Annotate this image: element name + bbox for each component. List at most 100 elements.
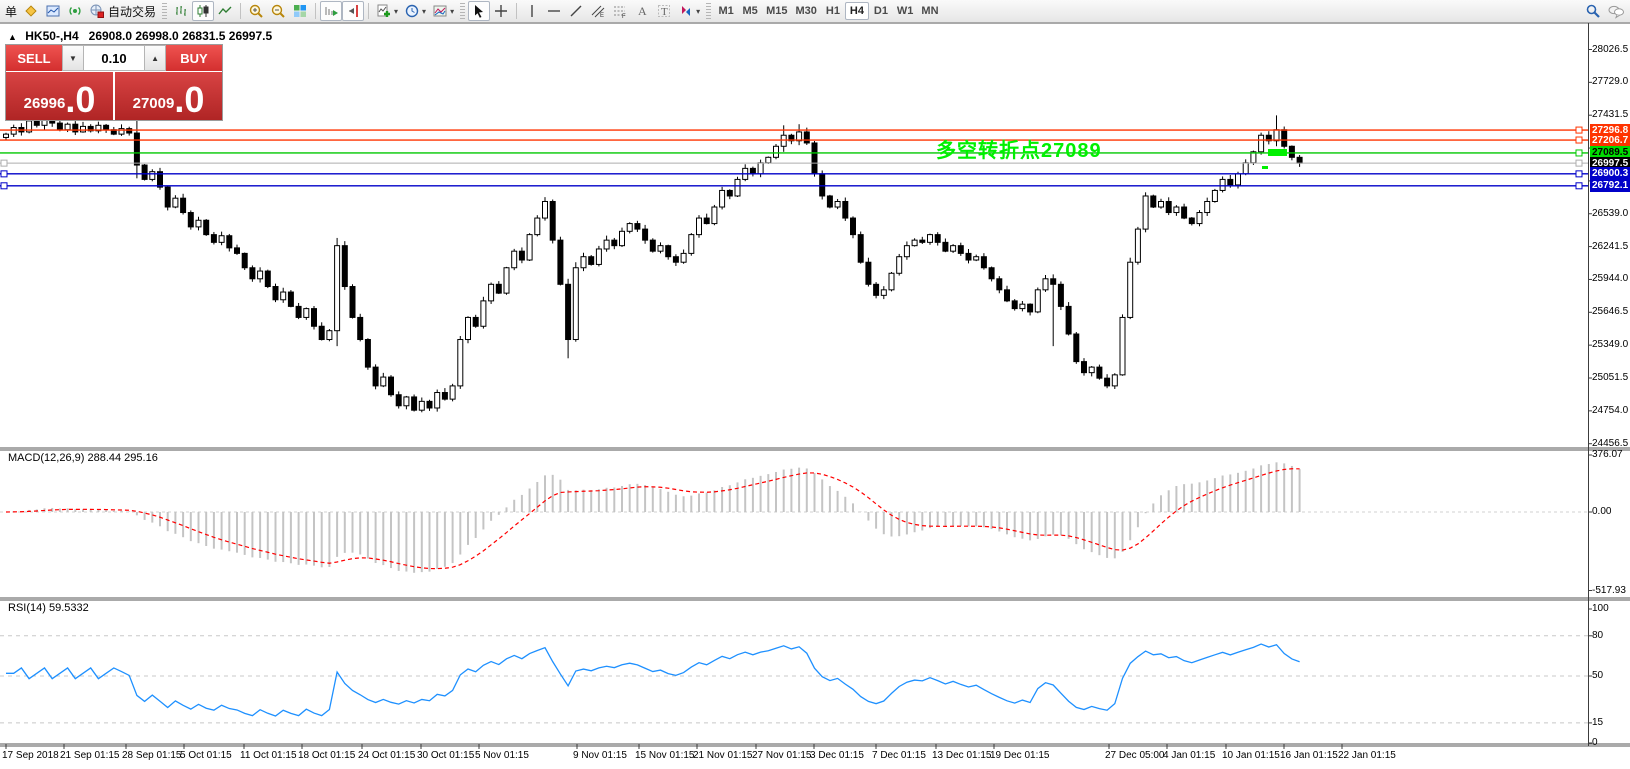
time-label-27-Nov-01-15: 27 Nov 01:15 xyxy=(752,750,812,761)
text-icon: A xyxy=(638,4,647,18)
clock-icon xyxy=(405,4,419,18)
chat-icon xyxy=(1608,5,1624,19)
crosshair-icon xyxy=(495,5,508,17)
time-label-16-Jan-01-15: 16 Jan 01:15 xyxy=(1280,750,1338,761)
timeframe-button-M15[interactable]: M15 xyxy=(762,2,791,20)
text-label-icon: T xyxy=(658,5,671,18)
trendline-tool-button[interactable] xyxy=(565,1,587,21)
rsi-label: RSI(14) 59.5332 xyxy=(8,602,89,614)
timeframe-button-D1[interactable]: D1 xyxy=(869,2,893,20)
toolbar-separator xyxy=(368,3,370,19)
bar-chart-button[interactable] xyxy=(170,1,192,21)
autotrading-button[interactable]: 自动交易 xyxy=(86,1,159,21)
current-price-tag-26997.5[interactable]: 26997.5 xyxy=(1590,156,1630,170)
rsi-tick-50: 50 xyxy=(1592,670,1604,681)
horizontal-line-tool-button[interactable] xyxy=(543,1,565,21)
charts-window-button[interactable] xyxy=(42,1,64,21)
timeframe-button-MN[interactable]: MN xyxy=(917,2,942,20)
text-tool-button[interactable]: A xyxy=(631,1,653,21)
candlestick-chart-icon xyxy=(197,5,209,17)
price-tick-28026.5: 28026.5 xyxy=(1592,43,1629,55)
chevron-down-icon: ▾ xyxy=(450,6,455,16)
timeframe-button-M5[interactable]: M5 xyxy=(738,2,762,20)
level-price-tag-26792.1[interactable]: 26792.1 xyxy=(1590,179,1630,193)
svg-text:T: T xyxy=(661,6,668,18)
toolbar-separator xyxy=(315,3,317,19)
channel-icon: E xyxy=(591,5,605,19)
buy-price-display[interactable]: 27009 .0 xyxy=(115,72,222,120)
line-chart-button[interactable] xyxy=(214,1,236,21)
macd-tick--517.93: -517.93 xyxy=(1592,584,1626,596)
time-label-19-Dec-01-15: 19 Dec 01:15 xyxy=(990,750,1050,761)
vertical-line-icon xyxy=(531,5,533,17)
level-price-tag-26900.3[interactable]: 26900.3 xyxy=(1590,167,1630,181)
volume-increase-button[interactable]: ▲ xyxy=(144,45,166,71)
fibonacci-icon: F xyxy=(614,6,626,19)
crosshair-tool-button[interactable] xyxy=(490,1,512,21)
fibonacci-tool-button[interactable]: F xyxy=(609,1,631,21)
periods-button[interactable]: ▾ xyxy=(401,1,429,21)
market-watch-button[interactable] xyxy=(64,1,86,21)
text-label-tool-button[interactable]: T xyxy=(653,1,675,21)
cursor-tool-button[interactable] xyxy=(468,1,491,21)
sell-price-display[interactable]: 26996 .0 xyxy=(6,72,113,120)
trendline-icon xyxy=(570,5,582,17)
charts-window-icon xyxy=(46,5,60,17)
chevron-down-icon: ▾ xyxy=(696,6,701,16)
zoom-out-button[interactable] xyxy=(267,1,289,21)
template-button[interactable]: ▾ xyxy=(429,1,457,21)
chart-annotation-text[interactable]: 多空转折点27089 xyxy=(936,140,1102,162)
equidistant-channel-tool-button[interactable]: E xyxy=(587,1,609,21)
time-label-30-Oct-01-15: 30 Oct 01:15 xyxy=(417,750,475,761)
chat-button[interactable] xyxy=(1604,1,1628,21)
macd-tick-0.00: 0.00 xyxy=(1592,506,1612,517)
vertical-line-tool-button[interactable] xyxy=(521,1,543,21)
arrows-tool-button[interactable]: ▾ xyxy=(675,1,703,21)
level-price-tag-27089.5[interactable]: 27089.5 xyxy=(1590,146,1630,160)
arrows-icon xyxy=(682,6,691,16)
chart-canvas[interactable] xyxy=(0,23,1630,769)
chart-shift-button[interactable] xyxy=(342,1,365,21)
buy-button[interactable]: BUY xyxy=(166,45,222,71)
level-price-tag-27296.8[interactable]: 27296.8 xyxy=(1590,123,1630,137)
time-label-15-Nov-01-15: 15 Nov 01:15 xyxy=(635,750,695,761)
timeframe-button-H1[interactable]: H1 xyxy=(821,2,845,20)
search-button[interactable] xyxy=(1582,1,1604,21)
toolbar-separator xyxy=(516,3,518,19)
buy-price-frac: .0 xyxy=(174,79,205,120)
timeframe-button-M30[interactable]: M30 xyxy=(792,2,821,20)
svg-text:E: E xyxy=(600,13,604,19)
macd-tick-376.07: 376.07 xyxy=(1592,449,1623,460)
one-click-trading-panel: SELL ▼ 0.10 ▲ BUY 26996 .0 27009 .0 xyxy=(5,44,223,121)
rsi-tick-80: 80 xyxy=(1592,629,1604,641)
chart-title: ▲ HK50-,H4 26908.0 26998.0 26831.5 26997… xyxy=(8,29,272,43)
time-label-13-Dec-01-15: 13 Dec 01:15 xyxy=(932,750,992,761)
candlestick-chart-button[interactable] xyxy=(192,1,215,21)
time-label-18-Oct-01-15: 18 Oct 01:15 xyxy=(298,750,356,761)
level-price-tag-27206.7[interactable]: 27206.7 xyxy=(1590,133,1630,147)
new-order-button[interactable] xyxy=(20,1,42,21)
zoom-out-icon xyxy=(271,4,285,18)
auto-scroll-button[interactable] xyxy=(320,1,343,21)
tile-windows-button[interactable] xyxy=(289,1,311,21)
new-chart-button[interactable]: ▾ xyxy=(373,1,401,21)
timeframe-button-M1[interactable]: M1 xyxy=(714,2,738,20)
new-order-label[interactable]: 单 xyxy=(5,4,18,19)
zoom-in-button[interactable] xyxy=(245,1,267,21)
horizontal-line-icon xyxy=(548,10,561,12)
timeframe-button-W1[interactable]: W1 xyxy=(893,2,918,20)
chart-shift-icon xyxy=(349,5,358,17)
volume-decrease-button[interactable]: ▼ xyxy=(62,45,84,71)
price-tick-24754.0: 24754.0 xyxy=(1592,404,1629,416)
bar-chart-icon xyxy=(176,6,187,16)
sell-button[interactable]: SELL xyxy=(6,45,62,71)
rsi-tick-100: 100 xyxy=(1592,603,1609,614)
volume-input[interactable]: 0.10 xyxy=(83,45,145,71)
time-label-10-Jan-01-15: 10 Jan 01:15 xyxy=(1222,750,1280,761)
toolbar-grip xyxy=(706,3,712,19)
collapse-triangle-icon[interactable]: ▲ xyxy=(8,32,17,42)
sell-price-int: 26996 xyxy=(23,95,66,112)
timeframe-button-H4[interactable]: H4 xyxy=(844,2,869,20)
svg-text:A: A xyxy=(638,4,647,18)
